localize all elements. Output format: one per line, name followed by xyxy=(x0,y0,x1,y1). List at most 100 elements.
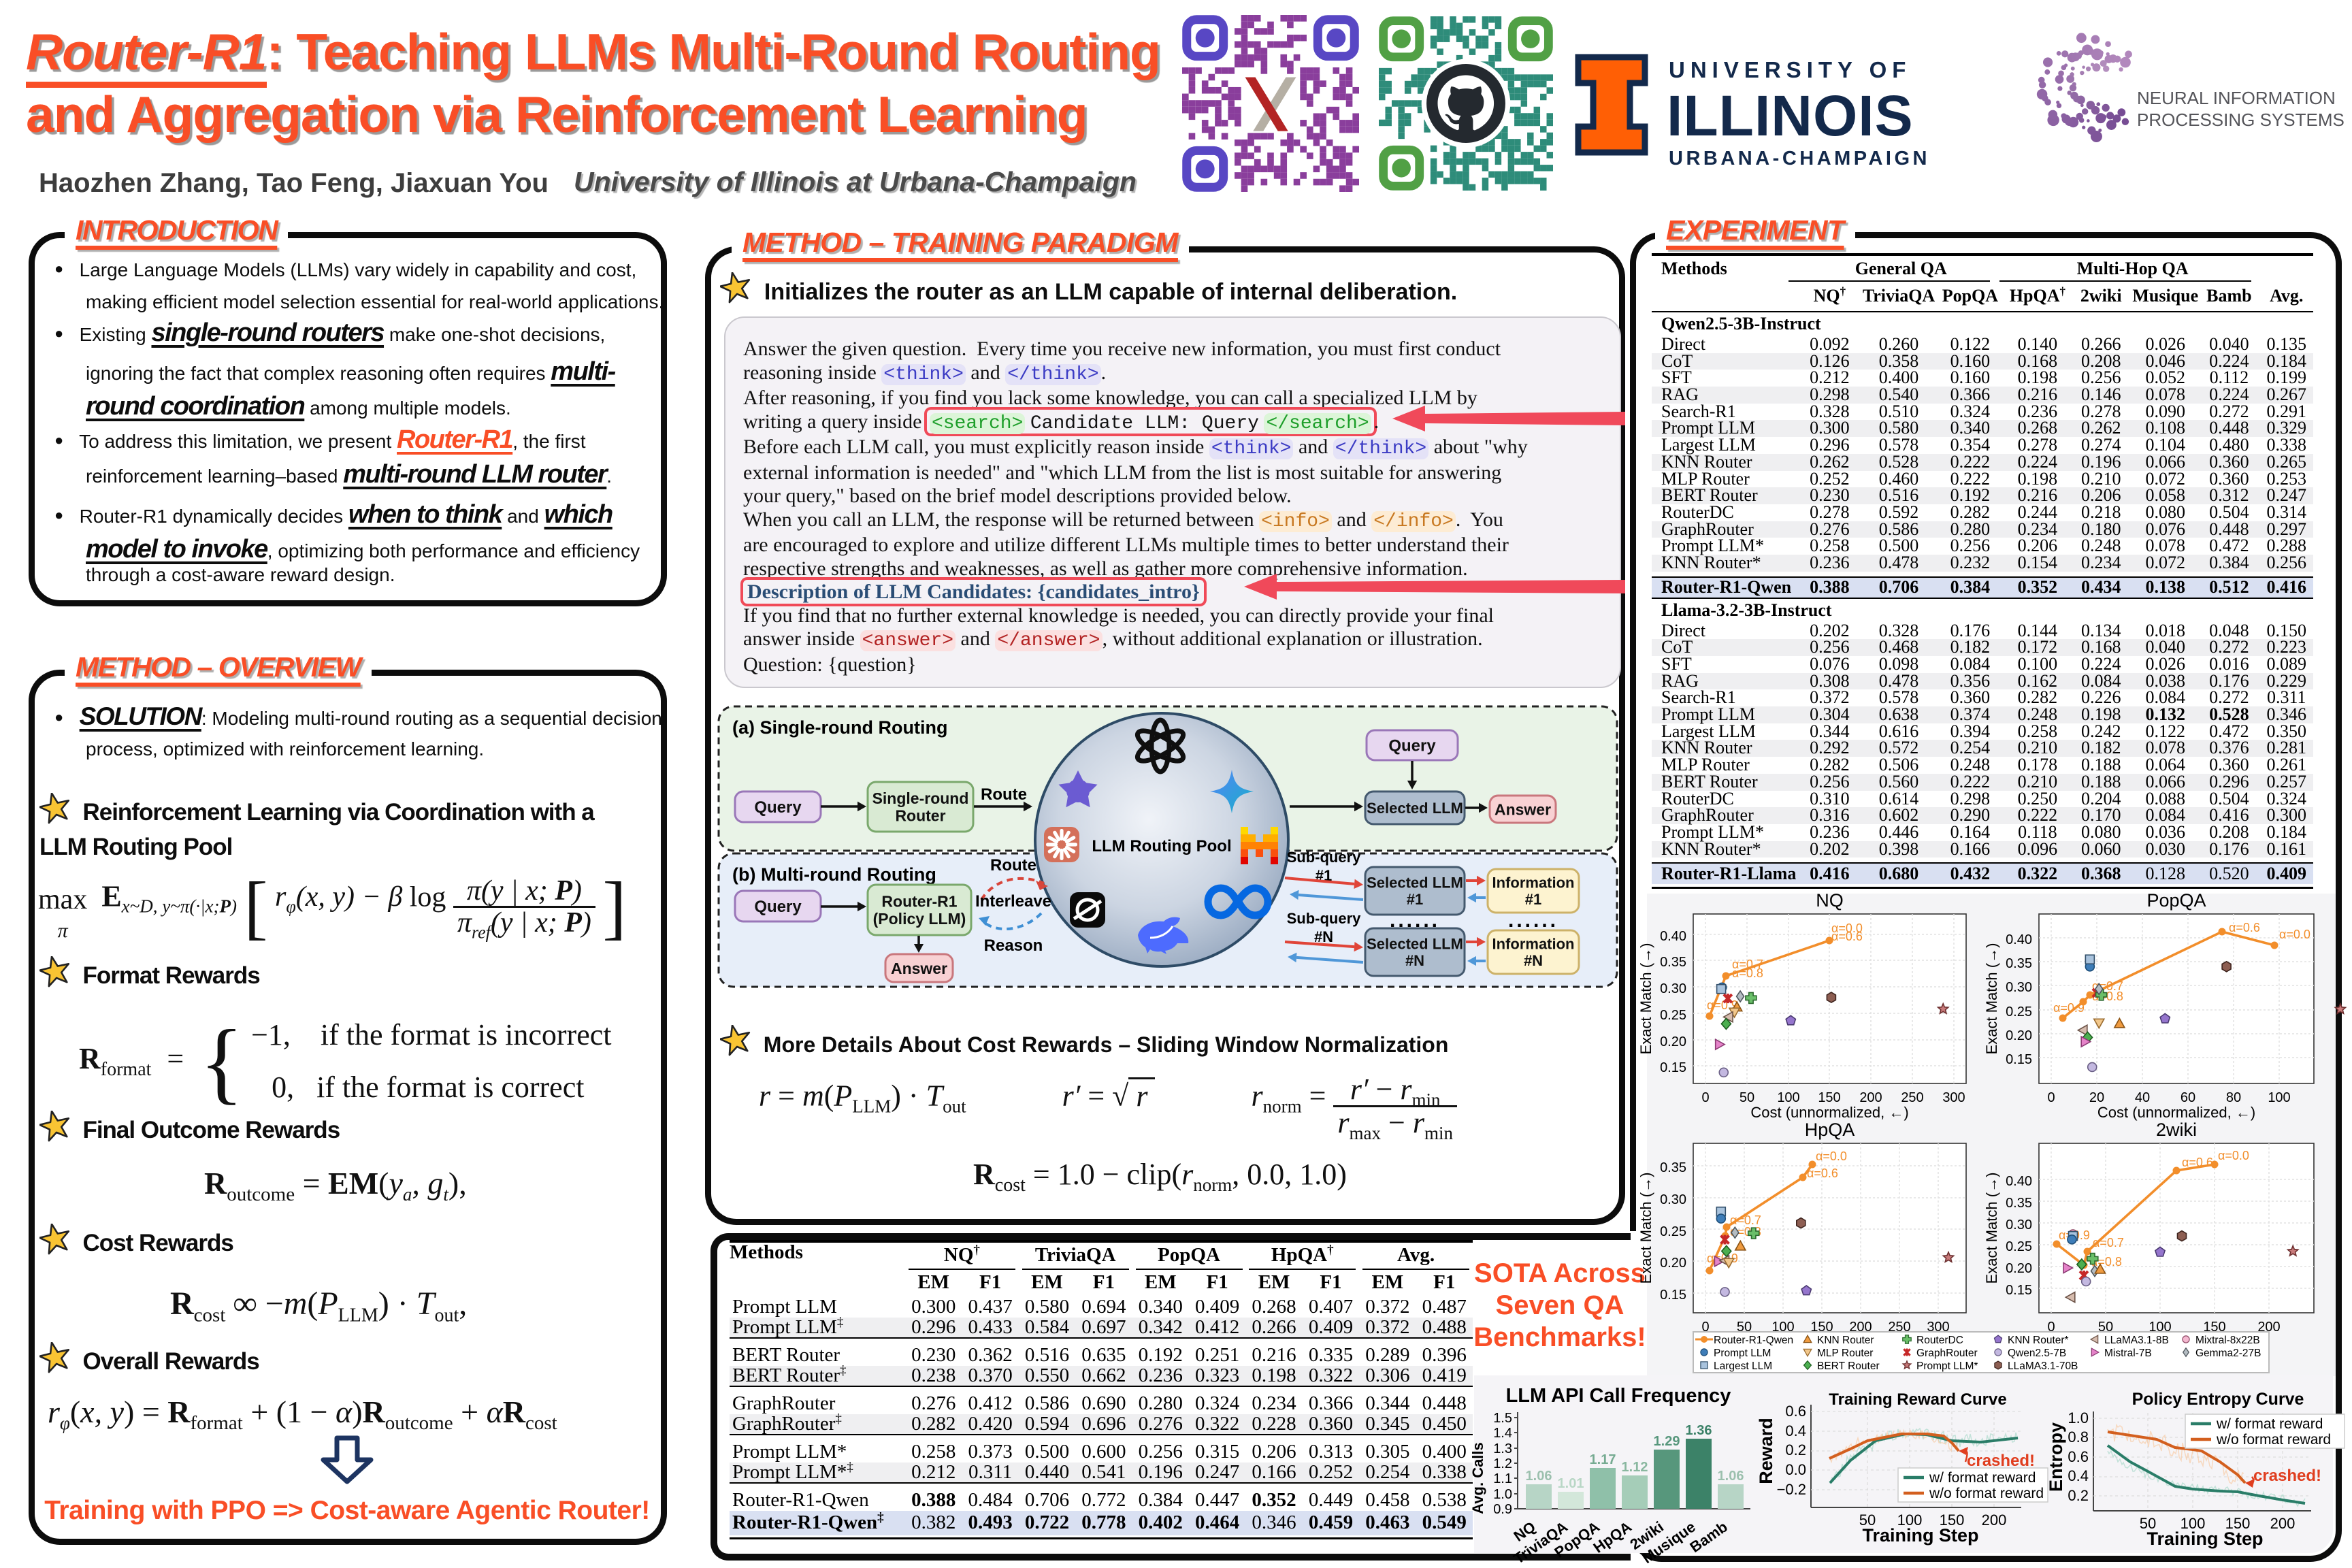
svg-text:0.9: 0.9 xyxy=(1493,1502,1512,1517)
svg-text:Query: Query xyxy=(1388,737,1436,755)
svg-text:0.6: 0.6 xyxy=(2068,1448,2089,1465)
svg-text:Exact Match (→): Exact Match (→) xyxy=(1637,1173,1654,1284)
svg-text:#1: #1 xyxy=(1525,891,1541,908)
svg-text:0.20: 0.20 xyxy=(2006,1028,2032,1043)
svg-text:Policy Entropy Curve: Policy Entropy Curve xyxy=(2132,1390,2304,1409)
svg-text:α=0.9: α=0.9 xyxy=(2053,1001,2085,1015)
svg-text:α=0.6: α=0.6 xyxy=(2182,1156,2213,1169)
svg-text:0.30: 0.30 xyxy=(2006,980,2032,995)
svg-text:1.3: 1.3 xyxy=(1493,1441,1512,1456)
svg-text:250: 250 xyxy=(1901,1090,1923,1105)
svg-text:0.4: 0.4 xyxy=(1785,1422,1806,1439)
svg-text:0.20: 0.20 xyxy=(1660,1256,1686,1271)
svg-text:0.25: 0.25 xyxy=(1660,1224,1686,1239)
svg-text:150: 150 xyxy=(1818,1090,1840,1105)
svg-text:#1: #1 xyxy=(1407,891,1423,908)
svg-text:1.36: 1.36 xyxy=(1686,1423,1712,1438)
svg-text:100: 100 xyxy=(1777,1090,1799,1105)
svg-text:100: 100 xyxy=(2180,1515,2206,1532)
svg-text:1.06: 1.06 xyxy=(1718,1469,1744,1484)
svg-text:crashed!: crashed! xyxy=(1967,1452,2035,1470)
svg-text:Exact Match (→): Exact Match (→) xyxy=(1637,943,1654,1055)
svg-text:50: 50 xyxy=(1859,1512,1876,1529)
svg-text:α=0.0: α=0.0 xyxy=(2218,1149,2249,1162)
svg-text:(Policy LLM): (Policy LLM) xyxy=(873,910,966,928)
svg-text:Avg. Calls: Avg. Calls xyxy=(1470,1442,1486,1514)
svg-text:Interleave: Interleave xyxy=(975,892,1051,911)
svg-text:0.30: 0.30 xyxy=(1660,1192,1686,1207)
svg-text:1.0: 1.0 xyxy=(1493,1487,1512,1502)
svg-text:HpQA: HpQA xyxy=(1805,1120,1855,1140)
svg-text:200: 200 xyxy=(1859,1090,1882,1105)
svg-text:α=0.0: α=0.0 xyxy=(1831,921,1863,935)
svg-text:KNN Router: KNN Router xyxy=(1817,1335,1874,1346)
svg-text:200: 200 xyxy=(1982,1512,2007,1529)
svg-text:0.30: 0.30 xyxy=(2006,1218,2032,1232)
svg-text:Selected LLM: Selected LLM xyxy=(1367,936,1463,953)
svg-text:RouterDC: RouterDC xyxy=(1916,1335,1963,1346)
svg-text:w/o format reward: w/o format reward xyxy=(2216,1432,2331,1448)
svg-text:#N: #N xyxy=(1524,952,1543,969)
svg-text:0.0: 0.0 xyxy=(1785,1461,1806,1478)
svg-text:0: 0 xyxy=(1701,1320,1709,1335)
svg-text:50: 50 xyxy=(1740,1090,1754,1105)
svg-text:α=0.8: α=0.8 xyxy=(1732,966,1763,980)
svg-text:20: 20 xyxy=(2089,1090,2104,1105)
svg-text:40: 40 xyxy=(2135,1090,2150,1105)
svg-text:LLM API Call Frequency: LLM API Call Frequency xyxy=(1506,1385,1731,1407)
svg-text:80: 80 xyxy=(2226,1090,2241,1105)
svg-text:(a) Single-round Routing: (a) Single-round Routing xyxy=(732,717,947,738)
svg-text:0.4: 0.4 xyxy=(2068,1467,2089,1484)
svg-text:crashed!: crashed! xyxy=(2253,1467,2321,1485)
svg-text:......: ...... xyxy=(1390,909,1440,932)
svg-text:1.01: 1.01 xyxy=(1558,1476,1584,1491)
svg-text:150: 150 xyxy=(1810,1320,1833,1335)
svg-text:Training Step: Training Step xyxy=(1862,1525,1978,1546)
svg-text:Gemma2-27B: Gemma2-27B xyxy=(2195,1348,2261,1359)
svg-text:Prompt LLM*: Prompt LLM* xyxy=(1916,1360,1978,1372)
svg-text:Reason: Reason xyxy=(984,936,1043,955)
svg-text:100: 100 xyxy=(1771,1320,1794,1335)
svg-text:0: 0 xyxy=(2047,1320,2055,1335)
svg-text:α=0.6: α=0.6 xyxy=(1831,930,1863,943)
svg-text:Route: Route xyxy=(990,856,1036,875)
svg-text:0.35: 0.35 xyxy=(2006,1196,2032,1211)
svg-text:0.6: 0.6 xyxy=(1785,1403,1806,1420)
svg-text:0.2: 0.2 xyxy=(2068,1487,2089,1504)
svg-text:0.40: 0.40 xyxy=(1660,929,1686,944)
svg-text:α=0.6: α=0.6 xyxy=(1807,1166,1838,1180)
svg-text:GraphRouter: GraphRouter xyxy=(1916,1348,1978,1359)
svg-text:w/ format reward: w/ format reward xyxy=(2216,1416,2323,1432)
svg-text:0.15: 0.15 xyxy=(2006,1283,2032,1298)
svg-text:0.25: 0.25 xyxy=(2006,1004,2032,1019)
svg-text:0.20: 0.20 xyxy=(2006,1261,2032,1276)
svg-text:Largest LLM: Largest LLM xyxy=(1714,1360,1772,1372)
svg-text:60: 60 xyxy=(2180,1090,2195,1105)
svg-text:Cost (unnormalized, ←): Cost (unnormalized, ←) xyxy=(2097,1104,2255,1121)
svg-text:−0.2: −0.2 xyxy=(1777,1481,1806,1498)
svg-text:......: ...... xyxy=(1508,909,1558,932)
svg-text:Selected LLM: Selected LLM xyxy=(1367,800,1463,817)
svg-text:#N: #N xyxy=(1405,952,1424,969)
svg-text:250: 250 xyxy=(1888,1320,1910,1335)
svg-text:Sub-query: Sub-query xyxy=(1287,849,1362,866)
svg-text:50: 50 xyxy=(1737,1320,1752,1335)
svg-text:1.2: 1.2 xyxy=(1493,1456,1512,1471)
svg-text:Route: Route xyxy=(981,785,1027,804)
svg-text:100: 100 xyxy=(2149,1320,2171,1335)
svg-text:Sub-query: Sub-query xyxy=(1287,910,1362,927)
svg-text:0.25: 0.25 xyxy=(1660,1008,1686,1023)
svg-text:α=0.0: α=0.0 xyxy=(1816,1149,1847,1163)
svg-text:100: 100 xyxy=(1897,1512,1923,1529)
svg-text:Router: Router xyxy=(895,807,945,825)
svg-text:PopQA: PopQA xyxy=(2146,890,2206,911)
svg-text:2wiki: 2wiki xyxy=(2156,1120,2197,1140)
svg-text:1.06: 1.06 xyxy=(1526,1469,1552,1484)
svg-text:50: 50 xyxy=(2098,1320,2113,1335)
svg-text:0.25: 0.25 xyxy=(2006,1239,2032,1254)
svg-text:1.17: 1.17 xyxy=(1590,1452,1616,1467)
svg-text:100: 100 xyxy=(2268,1090,2290,1105)
svg-text:1.1: 1.1 xyxy=(1493,1471,1512,1486)
svg-text:Training Step: Training Step xyxy=(2146,1529,2263,1549)
svg-text:α=0.7: α=0.7 xyxy=(1730,1213,1761,1227)
